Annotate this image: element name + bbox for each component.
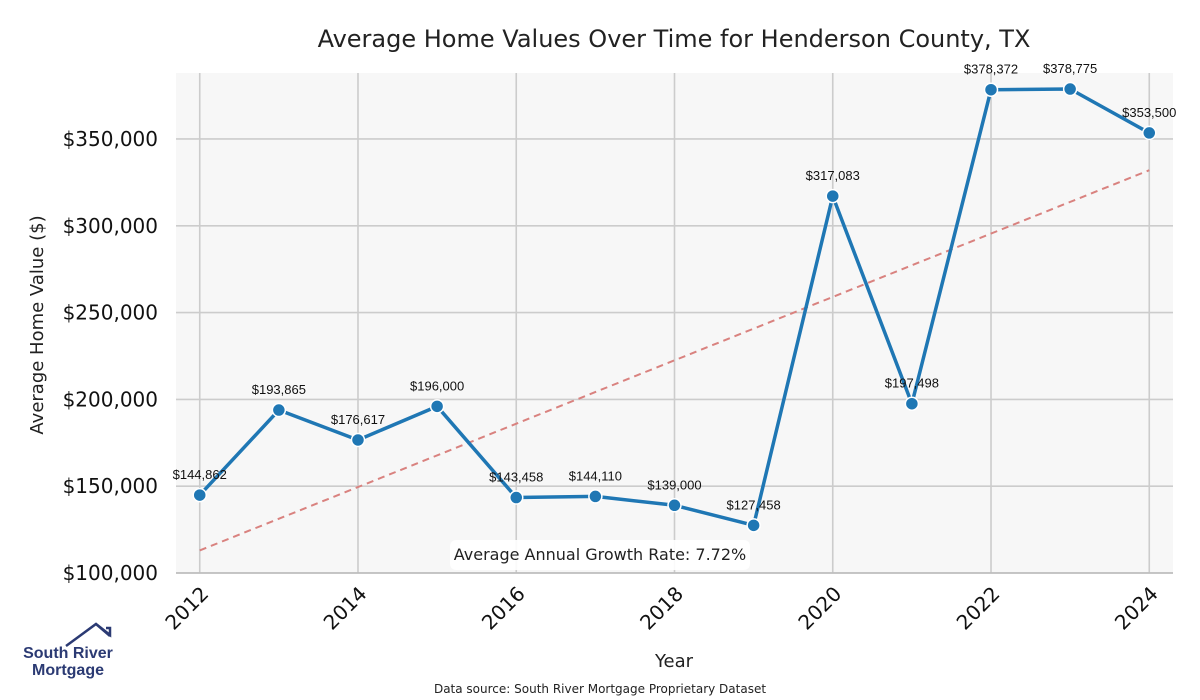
- data-point-2016: [508, 490, 524, 505]
- chart-title: Average Home Values Over Time for Hender…: [318, 25, 1031, 53]
- y-tick-labels: $100,000 $150,000 $200,000 $250,000 $300,000…: [63, 127, 158, 585]
- grid: [176, 73, 1173, 574]
- y-axis-label: Average Home Value ($): [27, 215, 48, 434]
- data-point-2021: [904, 396, 920, 411]
- data-point-2019: [746, 518, 761, 533]
- y-tick-label: $350,000: [63, 127, 158, 151]
- x-tick-label: 2022: [952, 582, 1005, 635]
- annotation-box: [450, 540, 750, 570]
- data-label-2017: $144,110: [569, 468, 622, 483]
- x-tick-label: 2012: [160, 582, 213, 635]
- data-point-2018: [667, 498, 682, 513]
- data-label-2012: $144,862: [173, 467, 227, 482]
- data-point-2014: [350, 432, 366, 448]
- annotation-text: Average Annual Growth Rate: 7.72%: [454, 545, 746, 564]
- data-label-2020: $317,083: [806, 168, 860, 183]
- series-group: [192, 81, 1157, 533]
- x-axis-label: Year: [654, 651, 694, 672]
- y-tick-label: $150,000: [63, 474, 158, 498]
- data-label-2022: $378,372: [964, 62, 1018, 77]
- y-tick-label: $200,000: [63, 387, 158, 411]
- data-label-2014: $176,617: [331, 412, 385, 427]
- data-label-2024: $353,500: [1122, 105, 1176, 120]
- data-label-2015: $196,000: [410, 378, 464, 393]
- trendline: [199, 169, 1150, 552]
- data-label-2013: $193,865: [252, 382, 306, 397]
- data-point-2023: [1062, 81, 1078, 97]
- data-label-2018: $139,000: [647, 477, 701, 492]
- trendline-group: [199, 169, 1150, 552]
- logo-line-2: Mortgage: [32, 662, 104, 679]
- house-roof-icon: [65, 622, 112, 648]
- x-tick-label: 2014: [319, 582, 372, 635]
- y-tick-label: $250,000: [63, 301, 158, 325]
- y-tick-label: $300,000: [63, 214, 158, 238]
- data-point-2017: [588, 489, 603, 504]
- data-point-2015: [429, 399, 445, 414]
- data-label-2023: $378,775: [1043, 61, 1097, 76]
- x-tick-label: 2016: [477, 582, 530, 635]
- x-tick-label: 2024: [1110, 582, 1163, 635]
- x-tick-label: 2018: [635, 582, 688, 635]
- data-label-2016: $143,458: [489, 470, 543, 485]
- y-tick-label: $100,000: [63, 561, 158, 585]
- x-tick-labels: 2012 2014 2016 2018 2020 2022 2024: [160, 582, 1162, 635]
- x-tick-label: 2020: [793, 582, 846, 635]
- growth-rate-annotation: Average Annual Growth Rate: 7.72%: [450, 540, 750, 570]
- logo-line-1: South River: [23, 645, 113, 662]
- data-point-2020: [825, 188, 841, 204]
- data-point-2013: [271, 402, 287, 418]
- company-logo: South River Mortgage: [23, 622, 113, 679]
- data-label-2021: $197,498: [885, 376, 939, 391]
- data-labels-group: $144,862 $193,865 $176,617 $196,000 $143,458…: [173, 61, 1177, 512]
- data-label-2019: $127,458: [727, 497, 781, 512]
- data-point-2024: [1142, 125, 1157, 141]
- data-point-2022: [983, 82, 999, 97]
- data-point-2012: [192, 487, 207, 503]
- data-source-note: Data source: South River Mortgage Propri…: [434, 682, 766, 696]
